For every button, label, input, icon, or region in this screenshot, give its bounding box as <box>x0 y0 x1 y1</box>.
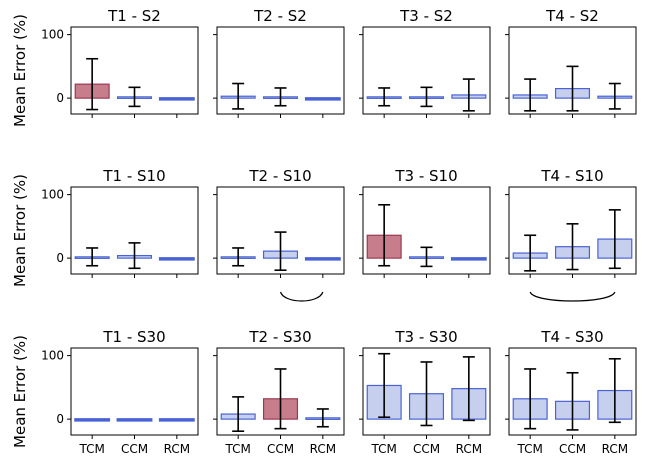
y-axis-labels: Mean Error (%) Mean Error (%) Mean Error (… <box>11 14 29 448</box>
error-bar-ccm <box>566 223 579 271</box>
error-bar-ccm <box>420 361 433 427</box>
panel-title: T1 - S2 <box>107 7 161 25</box>
error-bar-ccm <box>420 246 433 268</box>
panel-title: T2 - S2 <box>253 7 307 25</box>
y-tick-label: 0 <box>56 412 64 426</box>
panel-t1-s2: T1 - S2 0 100 <box>41 7 199 118</box>
error-bar-ccm <box>274 87 287 107</box>
error-bar-tcm <box>232 396 245 432</box>
error-bar-ccm <box>566 65 579 112</box>
error-bar-tcm <box>524 78 537 112</box>
x-tick-label: RCM <box>310 442 336 456</box>
error-bar-rcm <box>608 357 621 424</box>
panel-t3-s30: T3 - S30 TCM CCM RCM <box>359 328 491 456</box>
panel-title: T4 - S2 <box>545 7 599 25</box>
error-bar-ccm <box>274 368 287 430</box>
error-bar-ccm <box>274 231 287 271</box>
error-bar-rcm <box>608 82 621 110</box>
error-bar-ccm <box>566 371 579 431</box>
error-bar-rcm <box>462 78 475 112</box>
error-bar-ccm <box>128 242 141 270</box>
bar-rcm <box>158 97 195 101</box>
bar-rcm <box>158 257 195 261</box>
bar-ccm <box>116 418 153 422</box>
panel-t2-s2: T2 - S2 <box>213 7 345 118</box>
panel-t4-s30: T4 - S30 TCM CCM RCM <box>505 328 637 456</box>
y-axis-label-row-3: Mean Error (%) <box>11 335 29 448</box>
panel-frame <box>70 347 199 436</box>
error-bar-rcm <box>316 408 329 428</box>
error-bar-tcm <box>378 203 391 267</box>
error-bar-tcm <box>232 247 245 267</box>
x-tick-label: CCM <box>267 442 294 456</box>
panel-title: T3 - S2 <box>399 7 453 25</box>
x-tick-label: TCM <box>78 442 104 456</box>
panel-t1-s30: T1 - S30 0 100 TCM CCM RCM <box>41 328 199 456</box>
y-axis-label-row-2: Mean Error (%) <box>11 174 29 287</box>
y-axis-label-row-1: Mean Error (%) <box>11 14 29 127</box>
bar-rcm <box>304 97 341 101</box>
panel-title: T3 - S10 <box>394 167 457 185</box>
x-tick-label: RCM <box>456 442 482 456</box>
y-tick-label: 0 <box>56 251 64 265</box>
panel-title: T1 - S30 <box>102 328 165 346</box>
x-tick-label: TCM <box>516 442 542 456</box>
x-tick-label: TCM <box>224 442 250 456</box>
panel-t3-s10: T3 - S10 <box>359 167 491 278</box>
error-bar-tcm <box>378 87 391 107</box>
x-tick-label: RCM <box>164 442 190 456</box>
error-bar-rcm <box>462 356 475 422</box>
x-tick-label: RCM <box>602 442 628 456</box>
error-bar-tcm <box>232 82 245 110</box>
panel-title: T2 - S30 <box>248 328 311 346</box>
y-tick-label: 0 <box>56 91 64 105</box>
bar-rcm <box>158 418 195 422</box>
error-bar-rcm <box>608 209 621 270</box>
y-tick-label: 100 <box>41 188 64 202</box>
bar-tcm <box>74 418 111 422</box>
panel-title: T2 - S10 <box>248 167 311 185</box>
panel-title: T4 - S30 <box>540 328 603 346</box>
panel-title: T4 - S10 <box>540 167 603 185</box>
panel-t4-s2: T4 - S2 <box>505 7 637 118</box>
error-bar-ccm <box>128 86 141 108</box>
x-tick-label: CCM <box>121 442 148 456</box>
panel-t2-s30: T2 - S30 TCM CCM RCM <box>213 328 345 456</box>
y-tick-label: 100 <box>41 349 64 363</box>
bar-rcm <box>304 257 341 261</box>
error-bar-tcm <box>524 368 537 430</box>
comparison-brackets <box>279 291 616 302</box>
error-bar-tcm <box>86 57 99 111</box>
panel-grid: T1 - S2 0 100 T2 - S2 T3 - S2 T4 - S2 T1 - S10… <box>41 7 637 456</box>
error-bar-tcm <box>86 247 99 267</box>
panel-title: T3 - S30 <box>394 328 457 346</box>
panel-t4-s10: T4 - S10 <box>505 167 637 278</box>
x-tick-label: CCM <box>413 442 440 456</box>
bracket <box>529 291 616 302</box>
x-tick-label: CCM <box>559 442 586 456</box>
bracket <box>279 291 324 302</box>
panel-t1-s10: T1 - S10 0 100 <box>41 167 199 278</box>
x-tick-label: TCM <box>370 442 396 456</box>
panel-t2-s10: T2 - S10 <box>213 167 345 278</box>
error-bar-ccm <box>420 86 433 108</box>
error-bar-tcm <box>378 352 391 419</box>
bar-rcm <box>450 257 487 261</box>
error-bar-tcm <box>524 234 537 272</box>
panel-t3-s2: T3 - S2 <box>359 7 491 118</box>
y-tick-label: 100 <box>41 28 64 42</box>
panel-title: T1 - S10 <box>102 167 165 185</box>
